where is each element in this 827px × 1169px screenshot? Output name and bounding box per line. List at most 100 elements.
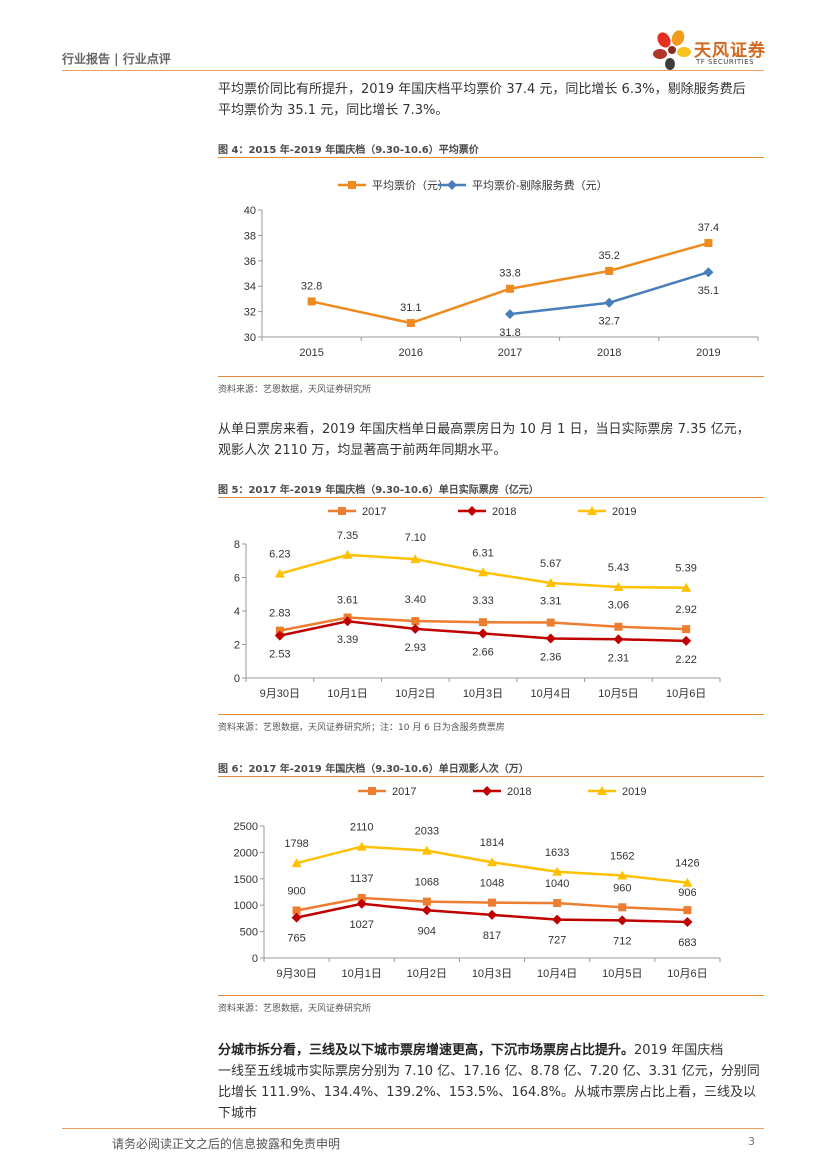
paragraph-3-line-1-rest: 2019 年国庆档 [634, 1043, 724, 1058]
figure-6-bottom-rule [218, 995, 764, 996]
y-tick-label: 0 [252, 953, 258, 965]
figure-6-top-rule [218, 776, 764, 777]
legend-label: 2018 [492, 506, 516, 518]
footer-divider [62, 1128, 764, 1129]
data-point [488, 898, 496, 907]
data-point [618, 903, 627, 912]
data-point [406, 319, 415, 328]
data-point [291, 858, 302, 868]
report-category: 行业报告 | 行业点评 [62, 52, 171, 66]
legend-label: 2019 [612, 506, 636, 518]
data-label: 2.22 [675, 654, 696, 666]
data-point [410, 554, 421, 564]
data-label: 3.61 [337, 595, 358, 607]
data-label: 7.35 [337, 530, 358, 542]
x-tick-label: 10月1日 [342, 968, 382, 980]
y-tick-label: 2500 [234, 821, 258, 833]
legend-marker [338, 507, 346, 515]
data-label: 2.92 [675, 604, 696, 616]
logo-flower-icon [653, 30, 691, 70]
data-point [553, 899, 562, 908]
y-tick-label: 30 [244, 332, 256, 344]
x-tick-label: 10月5日 [602, 968, 642, 980]
x-tick-label: 2017 [498, 347, 522, 359]
data-label: 2.31 [608, 652, 629, 664]
legend-label: 平均票价-剔除服务费（元） [472, 178, 608, 192]
data-label: 1798 [284, 838, 308, 850]
y-tick-label: 0 [234, 673, 240, 685]
data-label: 727 [548, 935, 566, 947]
data-label: 2.53 [269, 649, 290, 661]
data-point [613, 634, 624, 645]
data-label: 712 [613, 935, 631, 947]
figure-5-chart: 0 2 4 6 8 9月30日 10月1日 10月2日 10月3日 10月4日 10月5日 10月6日… [234, 506, 721, 700]
data-point [546, 618, 555, 627]
data-point [552, 914, 563, 925]
data-point [421, 845, 432, 855]
data-label: 817 [483, 930, 501, 942]
data-label: 1426 [675, 858, 699, 870]
data-point [681, 635, 692, 646]
legend-label: 2019 [622, 786, 646, 798]
data-point [356, 898, 367, 909]
data-label: 1040 [545, 878, 569, 890]
paragraph-3-line-3: 比增长 111.9%、134.4%、139.2%、153.5%、164.8%。从… [218, 1085, 756, 1121]
y-tick-label: 32 [244, 307, 256, 319]
data-point [274, 568, 285, 578]
x-tick-label: 10月6日 [667, 968, 707, 980]
data-point [478, 567, 488, 577]
data-label: 3.06 [608, 600, 629, 612]
y-tick-label: 8 [234, 539, 240, 551]
legend-marker [597, 786, 607, 795]
legend-label: 2017 [392, 786, 416, 798]
data-point [478, 628, 488, 639]
data-label: 683 [678, 937, 696, 949]
data-point [613, 582, 624, 592]
data-label: 1633 [545, 847, 569, 859]
x-tick-label: 9月30日 [276, 968, 316, 980]
data-point [682, 877, 693, 887]
data-point [342, 549, 353, 559]
x-tick-label: 10月4日 [537, 968, 577, 980]
data-label: 32.8 [301, 280, 322, 292]
paragraph-2: 从单日票房来看，2019 年国庆档单日最高票房日为 10 月 1 日，当日实际票… [218, 419, 764, 461]
x-tick-label: 2015 [299, 347, 323, 359]
paragraph-3-lead: 分城市拆分看，三线及以下城市票房增速更高，下沉市场票房占比提升。 [218, 1043, 635, 1058]
figure-4-source: 资料来源：艺恩数据，天风证券研究所 [218, 385, 372, 395]
data-point [506, 284, 514, 293]
data-label: 31.8 [499, 327, 520, 339]
figure-4-title: 图 4：2015 年-2019 年国庆档（9.30-10.6）平均票价 [218, 145, 479, 156]
data-label: 35.1 [698, 285, 719, 297]
page-number: 3 [748, 1135, 755, 1148]
data-point [545, 633, 556, 644]
header-divider [62, 70, 764, 71]
data-label: 1027 [349, 919, 373, 931]
x-tick-label: 10月3日 [472, 968, 512, 980]
data-point [704, 239, 713, 248]
legend-marker [447, 180, 457, 190]
paragraph-2-line-2: 观影人次 2110 万，均显著高于前两年同期水平。 [218, 443, 507, 458]
data-label: 960 [613, 882, 631, 894]
data-point [505, 309, 515, 320]
x-tick-label: 10月5日 [598, 688, 638, 700]
data-point [487, 909, 497, 920]
data-point [614, 622, 623, 631]
data-point [487, 857, 497, 867]
figure-4-bottom-rule [218, 376, 764, 377]
data-label: 5.67 [540, 558, 561, 570]
x-tick-label: 10月1日 [327, 688, 367, 700]
logo-name: 天风证券 [694, 41, 766, 61]
data-point [703, 267, 714, 278]
legend-marker [348, 181, 356, 189]
data-point [421, 905, 432, 916]
y-tick-label: 38 [244, 230, 256, 242]
data-point [410, 623, 421, 634]
data-label: 904 [418, 925, 436, 937]
legend-marker [368, 787, 376, 795]
figure-6-source: 资料来源：艺恩数据，天风证券研究所 [218, 1004, 372, 1014]
paragraph-3: 分城市拆分看，三线及以下城市票房增速更高，下沉市场票房占比提升。2019 年国庆… [218, 1040, 764, 1124]
data-label: 7.10 [405, 532, 426, 544]
data-point [605, 266, 614, 275]
x-tick-label: 10月3日 [463, 688, 503, 700]
figure-6-chart: 0 500 1000 1500 2000 2500 9月30日 10月1日 10月2日 10月3日… [234, 786, 721, 980]
